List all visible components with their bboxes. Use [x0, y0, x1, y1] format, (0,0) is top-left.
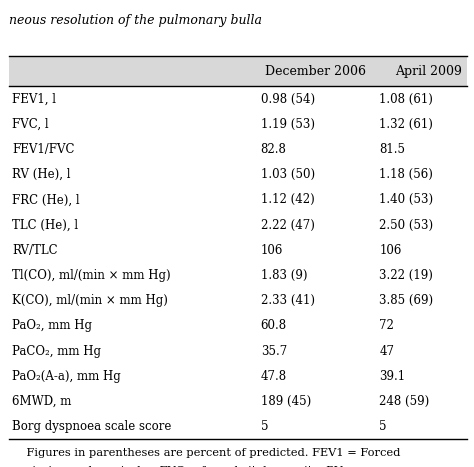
- Text: FRC (He), l: FRC (He), l: [12, 193, 80, 206]
- Text: 3.22 (19): 3.22 (19): [379, 269, 433, 282]
- Text: 2.22 (47): 2.22 (47): [261, 219, 315, 232]
- Text: Figures in parentheses are percent of predicted. FEV1 = Forced: Figures in parentheses are percent of pr…: [12, 448, 400, 458]
- Bar: [9, 56, 467, 86]
- Text: 5: 5: [261, 420, 268, 433]
- Text: 1.03 (50): 1.03 (50): [261, 168, 315, 181]
- Text: K(CO), ml/(min × mm Hg): K(CO), ml/(min × mm Hg): [12, 294, 168, 307]
- Text: FEV1, l: FEV1, l: [12, 92, 56, 106]
- Text: 47.8: 47.8: [261, 370, 287, 383]
- Text: 1.32 (61): 1.32 (61): [379, 118, 433, 131]
- Text: Tl(CO), ml/(min × mm Hg): Tl(CO), ml/(min × mm Hg): [12, 269, 171, 282]
- Text: 106: 106: [379, 244, 401, 257]
- Text: FVC, l: FVC, l: [12, 118, 48, 131]
- Text: December 2006: December 2006: [264, 65, 366, 78]
- Text: neous resolution of the pulmonary bulla: neous resolution of the pulmonary bulla: [9, 14, 263, 27]
- Text: 1.18 (56): 1.18 (56): [379, 168, 433, 181]
- Text: PaCO₂, mm Hg: PaCO₂, mm Hg: [12, 345, 101, 358]
- Text: 81.5: 81.5: [379, 143, 405, 156]
- Text: 2.33 (41): 2.33 (41): [261, 294, 315, 307]
- Text: 72: 72: [379, 319, 394, 333]
- Text: 1.19 (53): 1.19 (53): [261, 118, 315, 131]
- Text: 1.83 (9): 1.83 (9): [261, 269, 307, 282]
- Text: FEV1/FVC: FEV1/FVC: [12, 143, 74, 156]
- Text: 6MWD, m: 6MWD, m: [12, 395, 71, 408]
- Text: 1.40 (53): 1.40 (53): [379, 193, 433, 206]
- Text: 60.8: 60.8: [261, 319, 287, 333]
- Text: 0.98 (54): 0.98 (54): [261, 92, 315, 106]
- Text: PaO₂, mm Hg: PaO₂, mm Hg: [12, 319, 92, 333]
- Text: RV/TLC: RV/TLC: [12, 244, 57, 257]
- Text: PaO₂(A-a), mm Hg: PaO₂(A-a), mm Hg: [12, 370, 120, 383]
- Text: 35.7: 35.7: [261, 345, 287, 358]
- Text: TLC (He), l: TLC (He), l: [12, 219, 78, 232]
- Text: 1.08 (61): 1.08 (61): [379, 92, 433, 106]
- Text: 5: 5: [379, 420, 387, 433]
- Text: 3.85 (69): 3.85 (69): [379, 294, 433, 307]
- Text: 2.50 (53): 2.50 (53): [379, 219, 433, 232]
- Text: RV (He), l: RV (He), l: [12, 168, 70, 181]
- Text: expiratory volume in 1 s; FVC = forced vital capacity; RV = re-: expiratory volume in 1 s; FVC = forced v…: [12, 466, 375, 467]
- Text: April 2009: April 2009: [395, 65, 463, 78]
- Text: 189 (45): 189 (45): [261, 395, 311, 408]
- Text: 1.12 (42): 1.12 (42): [261, 193, 314, 206]
- Text: 106: 106: [261, 244, 283, 257]
- Text: 82.8: 82.8: [261, 143, 287, 156]
- Text: 248 (59): 248 (59): [379, 395, 429, 408]
- Text: 39.1: 39.1: [379, 370, 405, 383]
- Text: Borg dyspnoea scale score: Borg dyspnoea scale score: [12, 420, 171, 433]
- Text: 47: 47: [379, 345, 394, 358]
